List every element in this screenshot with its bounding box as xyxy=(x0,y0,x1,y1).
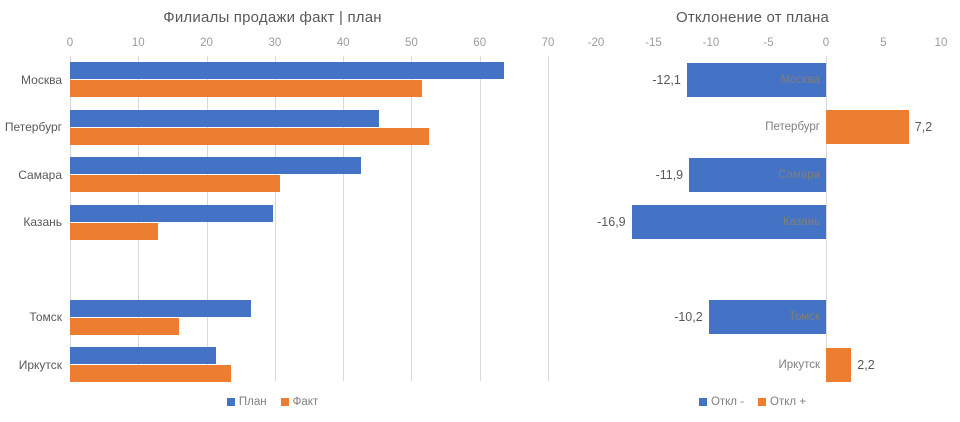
bar-plan xyxy=(70,109,380,127)
left-category-label: Казань xyxy=(23,215,62,230)
left-axis-tick: 10 xyxy=(131,37,145,49)
legend-label: Откл - xyxy=(710,396,745,408)
left-category-label: Иркутск xyxy=(18,357,62,372)
left-legend: План Факт xyxy=(0,396,545,408)
left-gridline xyxy=(548,56,549,381)
left-axis-tick: 50 xyxy=(405,37,418,49)
bar-fact xyxy=(70,175,280,193)
right-axis-tick: -5 xyxy=(763,37,774,49)
right-axis-tick: -15 xyxy=(645,37,662,49)
right-value-label: 2,2 xyxy=(857,357,875,372)
left-category-label: Самара xyxy=(18,167,62,182)
right-category-label: Томск xyxy=(788,311,820,324)
right-axis-tick: -20 xyxy=(587,37,605,49)
left-axis-tick: 30 xyxy=(268,37,282,49)
bar-deviation-positive xyxy=(826,347,852,382)
right-category-label: Казань xyxy=(783,216,820,229)
right-plot-area: Москва -12,1 Петербург 7,2 Самара -11,9 Казань… xyxy=(545,0,960,422)
right-chart-title: Отклонение от плана xyxy=(675,9,830,26)
right-value-label: 7,2 xyxy=(914,120,933,135)
right-value-label: -11,9 xyxy=(655,167,684,182)
bar-deviation-positive xyxy=(826,110,909,145)
bar-fact xyxy=(70,222,159,240)
left-axis-tick: 20 xyxy=(200,37,213,49)
legend-item[interactable]: Откл + xyxy=(758,396,806,408)
legend-label: Факт xyxy=(292,396,319,408)
left-plot-area: Москва Петербург Самара Казань Томск Иркутск xyxy=(4,56,549,383)
left-x-axis: 0 10 20 30 40 50 60 70 xyxy=(0,37,555,51)
right-axis-tick: 10 xyxy=(934,37,948,49)
right-axis-tick: 5 xyxy=(880,37,887,49)
left-chart-title: Филиалы продажи факт | план xyxy=(163,9,382,26)
left-gridline xyxy=(479,56,481,381)
legend-item[interactable]: План xyxy=(226,396,267,408)
bar-deviation-negative xyxy=(689,157,826,192)
right-category-label: Иркутск xyxy=(778,358,821,371)
right-axis-tick: -10 xyxy=(702,37,720,49)
bar-fact xyxy=(70,365,232,383)
left-axis-tick: 70 xyxy=(541,37,555,49)
left-category-label: Москва xyxy=(21,72,62,87)
bar-deviation-negative xyxy=(631,205,826,240)
chart-deviation: Отклонение от плана -20 -15 -10 -5 0 5 10 Моск… xyxy=(545,0,960,422)
bar-fact xyxy=(70,317,179,335)
bar-plan xyxy=(70,299,251,317)
right-x-axis: -20 -15 -10 -5 0 5 10 xyxy=(545,37,960,51)
right-value-label: -10,2 xyxy=(674,310,703,325)
left-gridline xyxy=(343,56,345,381)
legend-swatch-icon xyxy=(698,398,707,406)
bar-plan xyxy=(70,204,274,222)
right-category-label: Москва xyxy=(780,73,820,86)
legend-item[interactable]: Факт xyxy=(280,396,319,408)
right-axis-tick: 0 xyxy=(822,37,830,49)
legend-label: План xyxy=(238,396,267,408)
bar-deviation-negative xyxy=(708,300,826,335)
bar-fact xyxy=(70,80,422,98)
legend-label: Откл + xyxy=(770,396,807,408)
bar-fact xyxy=(70,127,429,145)
legend-swatch-icon xyxy=(280,398,289,406)
legend-swatch-icon xyxy=(758,398,767,406)
left-gridline xyxy=(274,56,276,381)
bar-plan xyxy=(70,157,361,175)
right-zero-line xyxy=(826,56,827,381)
chart-plan-fact: Филиалы продажи факт | план 0 10 20 30 40 50 6… xyxy=(0,9,555,408)
legend-item[interactable]: Откл - xyxy=(698,396,745,408)
bar-plan xyxy=(70,347,217,365)
left-axis-tick: 60 xyxy=(473,37,487,49)
left-category-label: Петербург xyxy=(4,120,62,135)
right-category-label: Самара xyxy=(778,168,820,181)
legend-swatch-icon xyxy=(226,398,235,406)
right-value-label: -16,9 xyxy=(597,215,626,230)
left-category-label: Томск xyxy=(29,310,62,325)
right-legend: Откл - Откл + xyxy=(545,396,960,408)
right-value-label: -12,1 xyxy=(652,72,681,87)
left-gridline xyxy=(411,56,413,381)
right-category-label: Петербург xyxy=(765,121,820,134)
bar-deviation-negative xyxy=(686,62,826,97)
left-axis-tick: 0 xyxy=(66,37,74,49)
bar-plan xyxy=(70,62,505,80)
left-axis-tick: 40 xyxy=(336,37,350,49)
